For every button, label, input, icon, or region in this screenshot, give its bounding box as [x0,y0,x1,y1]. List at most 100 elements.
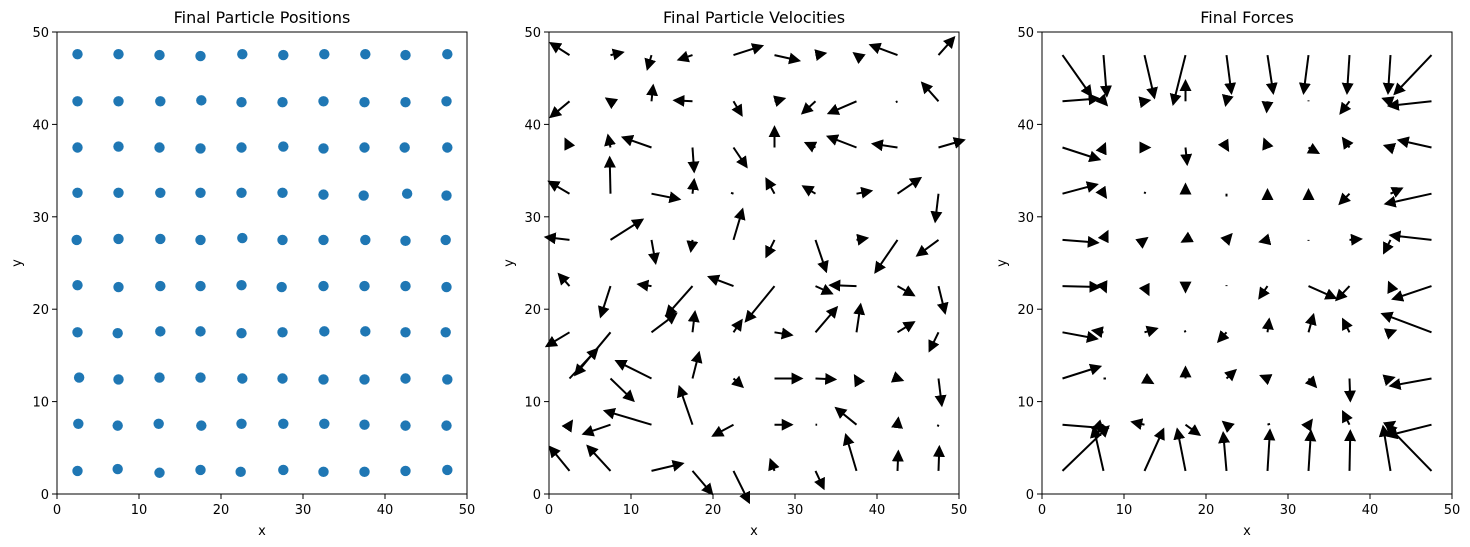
velocity-arrow [856,233,870,246]
x-tick-label: 20 [705,503,722,518]
particle-point [318,466,329,478]
particle-point [237,373,248,384]
force-arrow [1338,192,1351,206]
force-arrow [1218,431,1231,471]
particle-point [195,50,206,62]
particle-point [195,187,206,198]
particle-point [154,467,165,478]
velocity-arrow [707,274,734,288]
particle-point [359,466,370,478]
velocity-arrow [732,146,748,169]
force-arrow [1342,409,1353,426]
particle-point [72,327,83,338]
velocity-arrow [650,312,678,334]
force-arrow [1095,185,1108,200]
velocity-arrow [732,470,751,505]
velocities-xlabel: x [750,524,758,539]
velocity-arrow [915,239,940,257]
x-tick-label: 10 [1116,503,1133,518]
force-arrow [1097,229,1109,244]
particle-point [400,420,411,431]
force-arrow [1259,374,1273,386]
particle-point [278,141,289,152]
particle-point [73,418,84,429]
positions-title: Final Particle Positions [174,8,351,27]
force-arrow [1143,54,1158,100]
x-tick-label: 50 [951,503,968,518]
velocity-arrow [897,285,916,297]
velocity-arrow [602,407,652,426]
particle-point [153,418,164,429]
force-arrow [1220,232,1233,246]
force-arrow [1062,331,1099,343]
velocity-arrow [687,147,700,174]
particle-point [72,465,83,477]
velocity-arrow [543,232,570,245]
force-arrow [1378,424,1392,472]
force-arrow [1388,230,1432,243]
x-tick-label: 40 [869,503,886,518]
velocities-ticks: 0 10 20 30 40 50 0 10 20 30 40 50 [524,26,967,518]
y-tick-label: 40 [524,118,541,133]
particle-point [359,280,370,292]
particle-point [442,142,453,153]
particle-point [195,326,206,337]
particle-point [360,234,371,246]
force-arrow [1391,285,1432,302]
velocity-arrow [825,134,857,149]
force-arrow [1224,368,1237,382]
velocity-arrow [852,52,866,65]
velocity-arrow [834,406,858,426]
force-arrow [1224,54,1237,95]
particle-point [318,96,329,107]
force-arrow [1308,285,1338,300]
velocity-arrow [561,419,574,433]
x-tick-label: 50 [459,503,476,518]
force-arrow [1382,420,1397,433]
particle-point [195,234,206,246]
force-arrow [1304,429,1317,471]
particle-point [196,95,207,106]
force-arrow [1304,375,1318,389]
particle-point [236,142,247,153]
y-tick-label: 10 [1017,396,1034,411]
velocity-arrow [896,321,916,334]
force-arrow [1301,418,1313,432]
y-tick-label: 30 [32,211,49,226]
particle-point [400,49,411,61]
x-tick-label: 20 [213,503,230,518]
velocity-arrow [620,135,652,149]
velocity-arrow [598,285,612,319]
velocity-arrow [870,139,898,152]
velocity-arrow [603,155,616,194]
velocity-arrow [731,375,744,389]
particle-point [318,234,329,246]
velocity-arrow [774,52,802,65]
particle-point [195,372,206,383]
y-tick-label: 30 [524,211,541,226]
force-arrow [1130,418,1145,430]
velocity-arrow [687,309,700,333]
force-arrow [1062,235,1100,248]
particle-point [400,97,411,108]
particle-point [277,327,288,338]
velocity-arrow [548,42,571,56]
force-arrow [1265,54,1278,95]
force-arrow [1144,325,1159,338]
positions-axes-frame [56,31,468,495]
particle-point [237,232,248,244]
x-tick-label: 30 [787,503,804,518]
force-arrow [1062,93,1101,106]
velocity-arrow [768,457,780,472]
velocity-arrow [586,444,612,472]
velocity-arrow [744,285,776,323]
velocity-arrow [828,279,857,292]
particle-point [196,420,207,431]
velocity-arrow [636,279,652,292]
particle-point [441,420,452,431]
y-tick-label: 40 [32,118,49,133]
x-tick-label: 0 [1038,503,1046,518]
velocity-arrow [800,100,817,115]
y-tick-label: 10 [524,396,541,411]
